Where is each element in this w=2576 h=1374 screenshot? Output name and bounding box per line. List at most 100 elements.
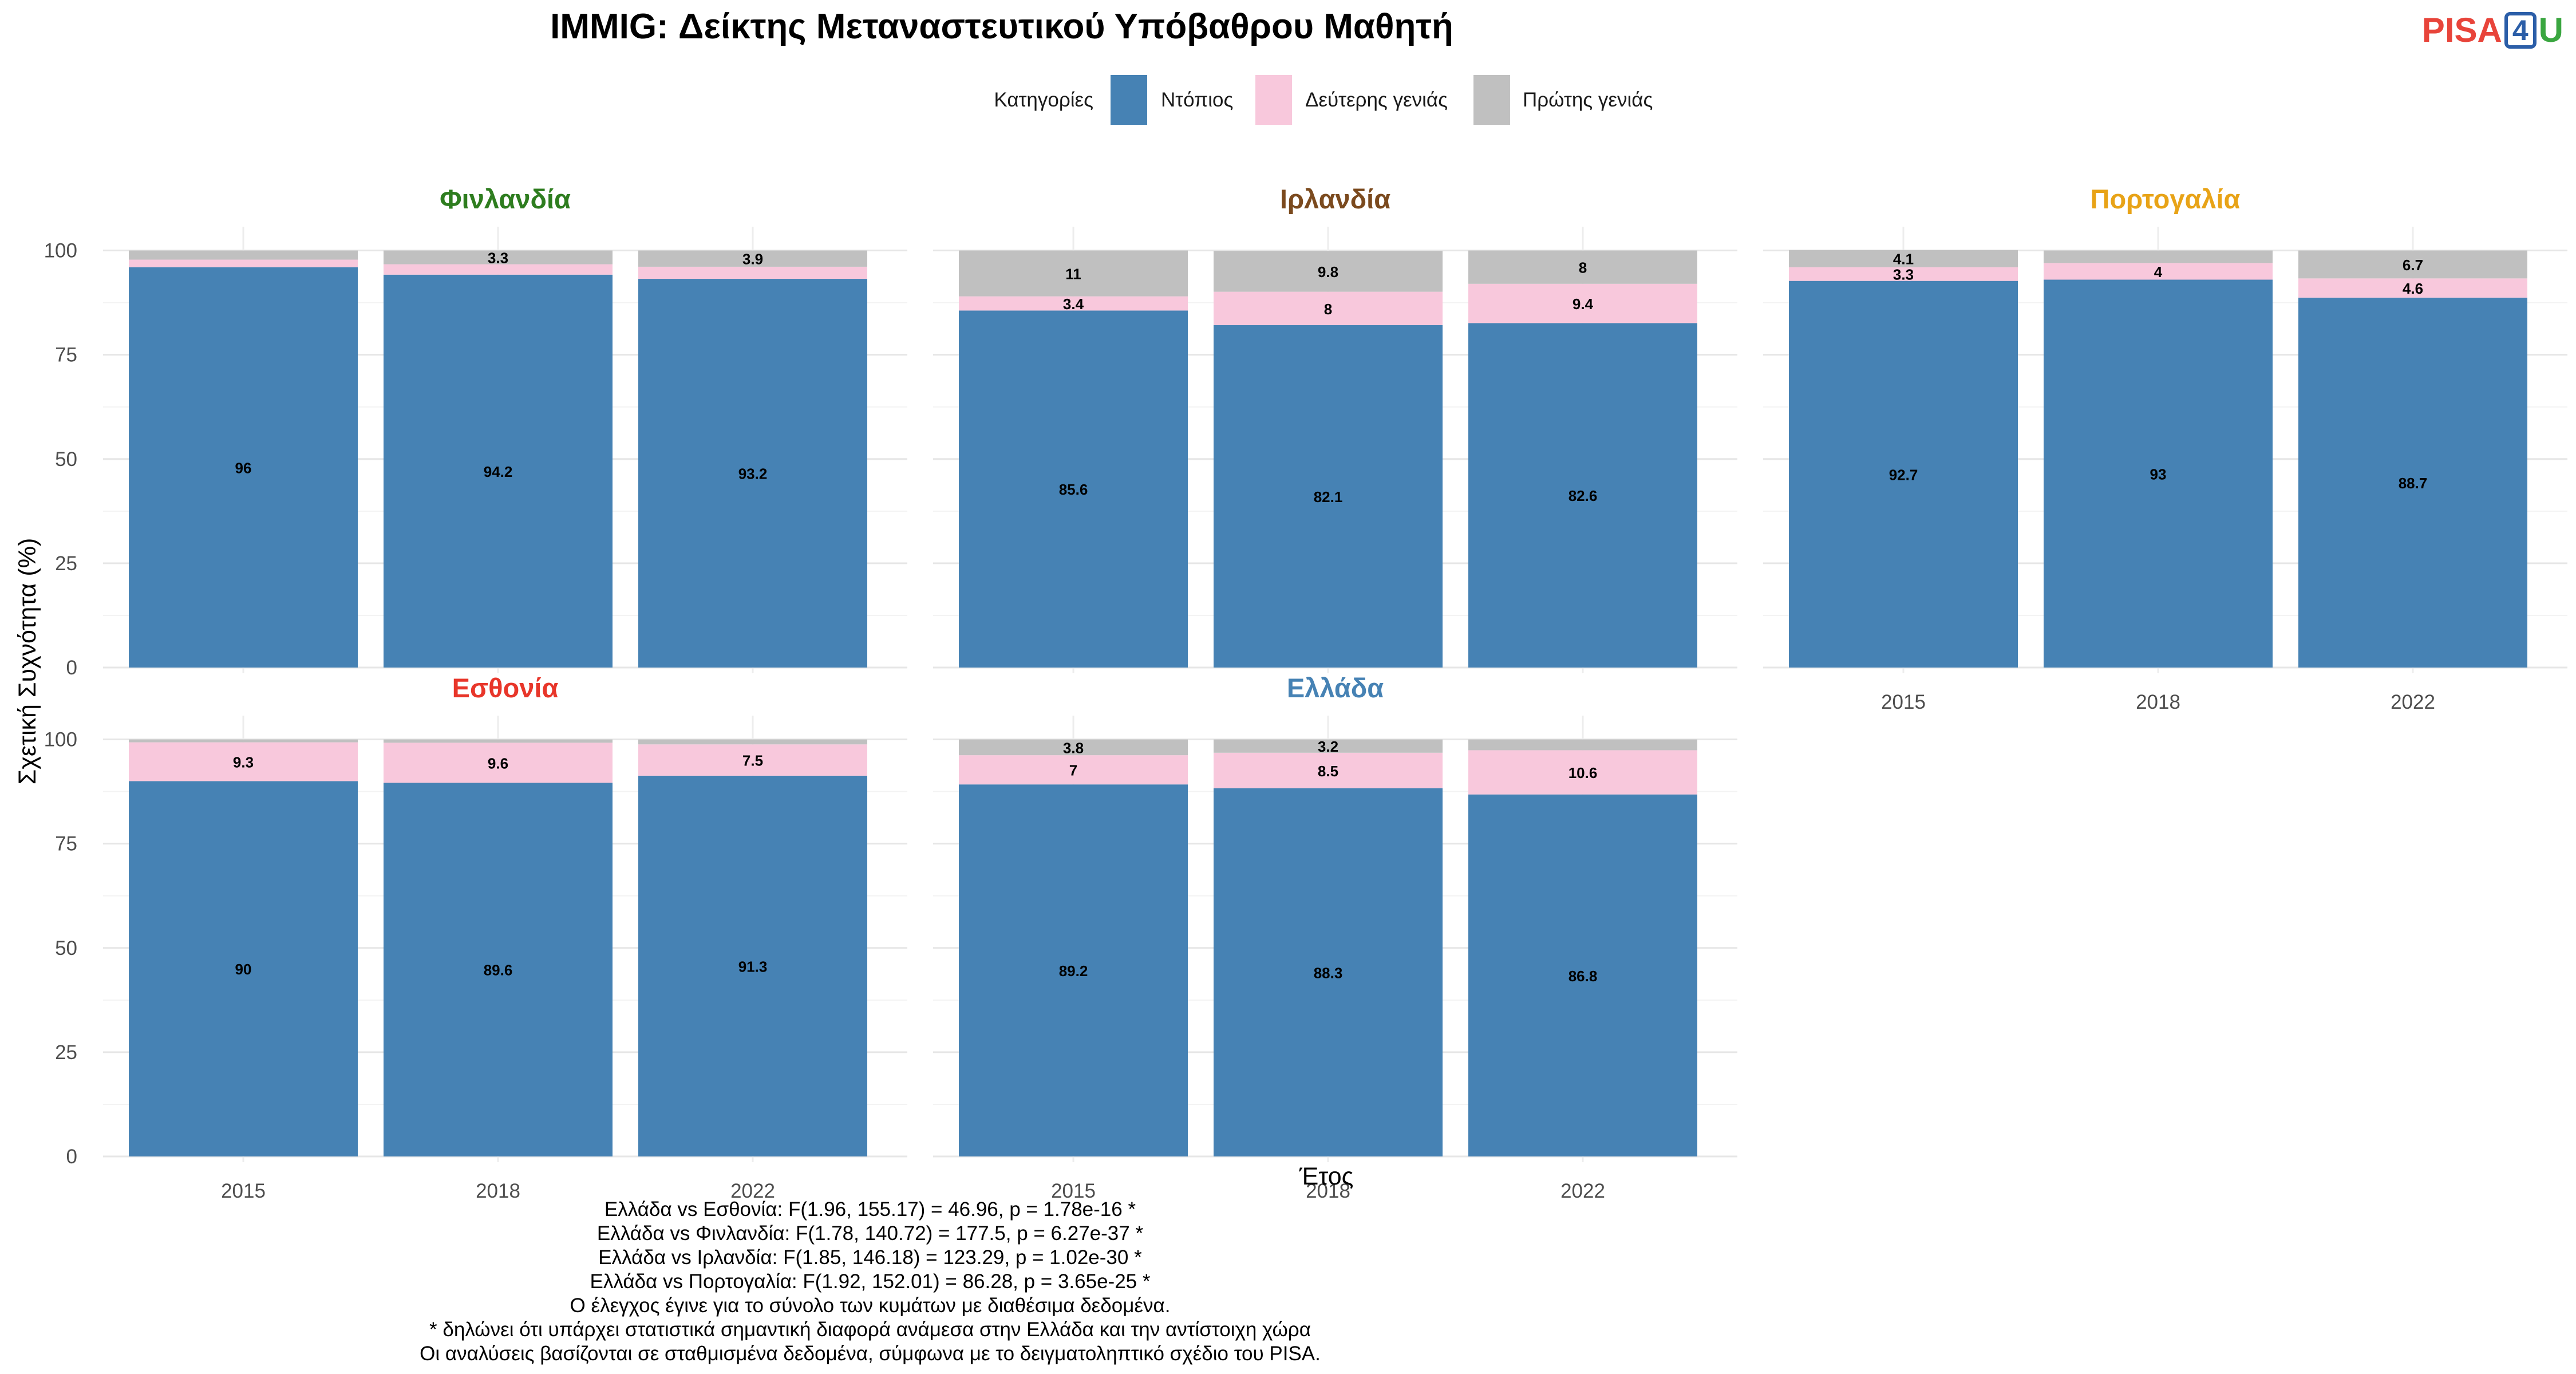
y-tick-label: 75 [55,344,77,366]
data-label: 90 [235,961,252,978]
facet-panel: Πορτογαλία 92.7 3.34.1 2015 93 4 2018 88.7 4.6 6.… [1763,184,2567,713]
data-label: 7 [1069,762,1077,779]
bar-segment-first-gen [638,250,867,267]
data-label: 9.3 [233,753,254,771]
data-label: 89.2 [1059,962,1088,980]
bar-segment-first-gen [384,739,613,743]
data-label: 8.5 [1318,763,1338,780]
facet-strip-title: Φινλανδία [440,184,571,214]
bar-segment-native [959,784,1188,1156]
bar-segment-second-gen [959,755,1188,785]
facet-panel: Ελλάδα 89.2 7 3.8 2015 88.3 8.5 3.2 2018 86.8 10.6… [933,673,1737,1202]
bar-segment-native [384,783,613,1156]
note-line: * δηλώνει ότι υπάρχει στατιστικά σημαντι… [429,1318,1311,1341]
bar-segment-native [129,267,358,668]
x-tick-label: 2015 [1881,691,1926,713]
bar-segment-native [638,775,867,1156]
bar-segment-first-gen [638,739,867,745]
data-label: 4.1 [1893,251,1914,268]
logo-part-four: 4 [2504,11,2537,49]
bar-segment-first-gen [2298,250,2527,279]
x-tick-label: 2015 [221,1180,266,1202]
facet-panel: Εσθονία 0 25 50 75 100 90 9.3 2015 89.6 9.6 2018 91.… [44,673,907,1202]
y-tick-label: 50 [55,937,77,960]
legend: Κατηγορίες Ντόπιος Δεύτερης γενιάς Πρώτη… [994,75,1653,125]
legend-title: Κατηγορίες [994,89,1093,111]
bar-segment-native [2044,279,2273,668]
y-tick-label: 25 [55,552,77,575]
data-label: 93 [2150,465,2167,483]
legend-label-native: Ντόπιος [1161,89,1233,111]
data-label: 3.8 [1063,739,1084,756]
bar-segment-first-gen [959,250,1188,297]
facet-strip-title: Ελλάδα [1287,673,1384,703]
data-label: 6.7 [2403,256,2423,274]
statistical-notes: Ελλάδα vs Εσθονία: F(1.96, 155.17) = 46.… [0,1198,1740,1366]
data-label: 93.2 [738,465,768,483]
bar-segment-second-gen [1214,752,1443,788]
data-label: 3.2 [1318,738,1338,755]
data-label: 3.3 [1893,266,1914,283]
bar-segment-native [2298,297,2527,668]
facet-strip-title: Πορτογαλία [2091,184,2241,214]
x-tick-label: 2022 [1560,1180,1605,1202]
x-tick-label: 2015 [1051,1180,1096,1202]
data-label: 82.6 [1568,487,1598,504]
y-tick-label: 100 [44,729,77,751]
data-label: 3.9 [742,251,763,268]
x-tick-label: 2018 [476,1180,520,1202]
bar-segment-first-gen [129,250,358,260]
legend-swatch-second-gen [1255,75,1292,125]
bar-segment-first-gen [1468,250,1697,284]
bar-segment-first-gen [1468,739,1697,751]
bar-segment-native [129,781,358,1156]
legend-label-first-gen: Πρώτης γενιάς [1523,89,1653,111]
bar-segment-first-gen [1789,250,2018,267]
bar-segment-first-gen [1214,739,1443,753]
bar-segment-second-gen [384,264,613,275]
bar-segment-native [638,279,867,668]
y-tick-label: 75 [55,833,77,855]
data-label: 4.6 [2403,280,2423,297]
bar-segment-second-gen [1789,267,2018,281]
data-label: 3.3 [488,250,508,267]
y-tick-label: 100 [44,240,77,262]
data-label: 3.4 [1063,295,1084,313]
note-line: Ελλάδα vs Πορτογαλία: F(1.92, 152.01) = … [590,1270,1151,1293]
legend-swatch-native [1111,75,1147,125]
logo-part-u: U [2538,11,2563,49]
bar-segment-native [1468,323,1697,668]
data-label: 88.7 [2399,475,2428,492]
legend-swatch-first-gen [1473,75,1510,125]
data-label: 88.3 [1314,964,1343,981]
bar-segment-first-gen [2044,250,2273,263]
bar-segment-second-gen [638,266,867,279]
data-label: 11 [1065,266,1081,283]
bar-segment-native [1789,281,2018,668]
note-line: Οι αναλύσεις βασίζονται σε σταθμισμένα δ… [420,1343,1321,1365]
y-tick-label: 25 [55,1041,77,1064]
bar-segment-second-gen [638,744,867,776]
y-tick-label: 0 [66,657,77,679]
data-label: 86.8 [1568,968,1598,985]
x-tick-label: 2022 [730,1180,775,1202]
data-label: 9.4 [1573,295,1594,313]
data-label: 9.8 [1318,263,1338,281]
data-label: 8 [1579,259,1587,277]
logo-part-pisa: PISA [2421,11,2502,49]
bar-segment-second-gen [2298,278,2527,298]
data-label: 89.6 [484,962,513,979]
note-line: Ο έλεγχος έγινε για το σύνολο των κυμάτω… [570,1294,1171,1317]
y-tick-label: 50 [55,448,77,471]
bar-segment-native [384,274,613,668]
bar-segment-first-gen [959,739,1188,756]
chart-title: IMMIG: Δείκτης Μεταναστευτικού Υπόβαθρου… [550,7,1453,46]
bar-segment-native [1468,794,1697,1156]
bar-segment-native [959,310,1188,668]
note-line: Ελλάδα vs Ιρλανδία: F(1.85, 146.18) = 12… [598,1246,1142,1269]
bar-segment-first-gen [1214,251,1443,292]
facet-panel: Ιρλανδία 85.6 3.4 11 82.1 8 9.8 82.6 9.4 8 [933,184,1737,673]
bar-segment-native [1214,325,1443,668]
legend-label-second-gen: Δεύτερης γενιάς [1305,89,1448,111]
